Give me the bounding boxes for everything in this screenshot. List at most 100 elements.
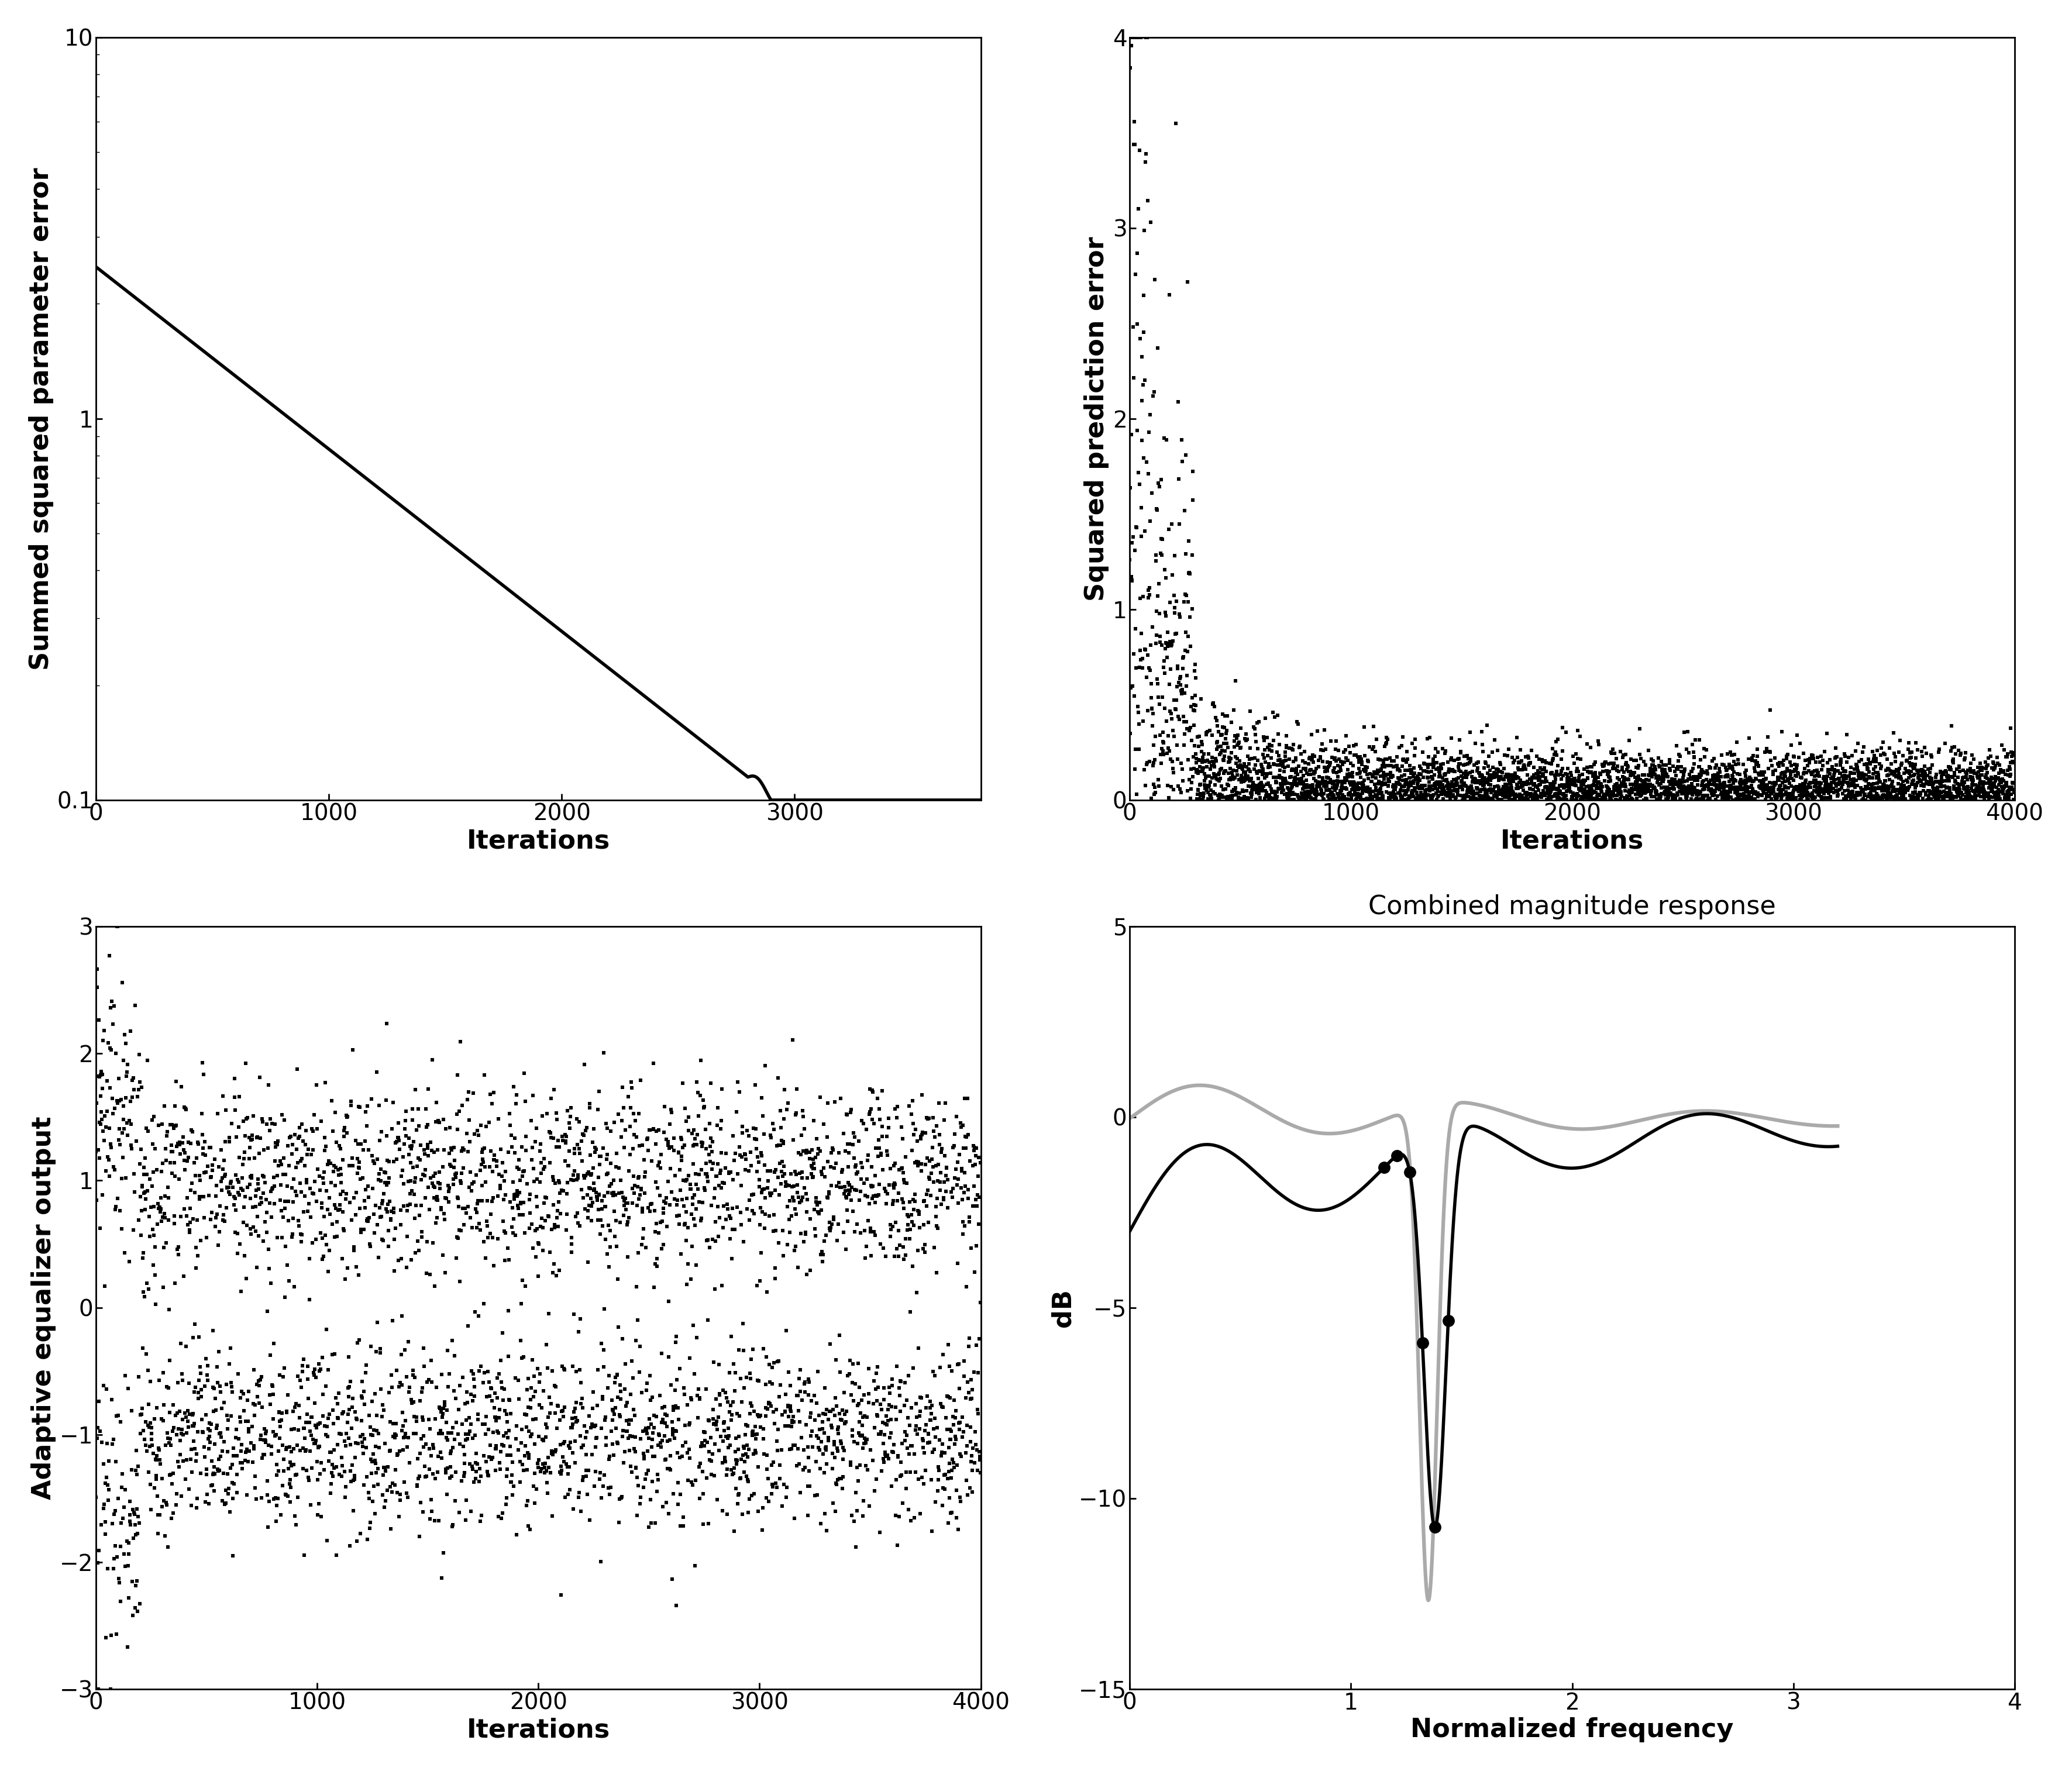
Point (195, 1472, 228, 1500)
Point (802, 1433, 835, 1461)
Point (147, 1358, 180, 1387)
Point (717, 1350, 750, 1378)
Point (1349, 785, 1382, 813)
Point (845, 1403, 879, 1431)
Point (1823, 767, 1857, 795)
Point (1674, 770, 1707, 799)
Point (1370, 762, 1403, 790)
Point (305, 1107, 338, 1135)
Point (472, 1153, 506, 1181)
Point (1900, 783, 1933, 811)
Point (704, 1390, 738, 1419)
Point (1736, 777, 1769, 806)
Point (340, 1404, 373, 1433)
Point (1307, 715, 1341, 744)
Point (787, 1137, 821, 1165)
Point (1881, 762, 1915, 790)
Point (1341, 783, 1374, 811)
Point (765, 1126, 798, 1155)
Point (586, 1133, 620, 1162)
Point (1544, 779, 1577, 808)
Point (1970, 783, 2004, 811)
Point (1720, 776, 1753, 804)
Point (1162, 776, 1196, 804)
Point (1660, 762, 1693, 790)
Point (1865, 740, 1898, 769)
Point (1917, 781, 1950, 809)
Point (1850, 767, 1883, 795)
Point (1467, 762, 1500, 790)
Point (1668, 776, 1701, 804)
Point (327, 1427, 361, 1456)
Point (1840, 781, 1873, 809)
Point (1672, 739, 1705, 767)
Point (336, 1394, 369, 1422)
Point (1249, 783, 1283, 811)
Point (841, 1350, 874, 1378)
Point (823, 1465, 856, 1493)
Point (253, 1390, 286, 1419)
Point (876, 1171, 910, 1199)
Point (752, 1390, 785, 1419)
Point (1813, 776, 1846, 804)
Point (1622, 762, 1656, 790)
Point (373, 1187, 406, 1215)
Point (209, 1128, 242, 1156)
Point (725, 1142, 758, 1171)
Point (288, 1541, 321, 1569)
Point (1857, 747, 1890, 776)
Point (823, 1172, 856, 1201)
Point (1801, 772, 1834, 800)
Point (725, 1465, 758, 1493)
Point (1544, 760, 1577, 788)
Point (508, 1156, 541, 1185)
Point (1142, 765, 1175, 793)
Point (104, 1114, 137, 1142)
Point (903, 1123, 937, 1151)
Point (311, 1149, 344, 1178)
Point (102, 1089, 135, 1118)
Point (1883, 774, 1917, 802)
Point (1929, 779, 1962, 808)
Point (1728, 765, 1761, 793)
Point (1291, 779, 1324, 808)
Point (147, 1199, 180, 1227)
Point (750, 1342, 783, 1371)
Point (659, 1328, 692, 1357)
Point (157, 1203, 191, 1231)
Point (481, 1153, 514, 1181)
Point (1606, 763, 1639, 792)
Point (860, 1353, 893, 1381)
Point (369, 1158, 402, 1187)
Point (1496, 781, 1529, 809)
Point (1552, 770, 1585, 799)
Point (1463, 781, 1496, 809)
Point (910, 1192, 943, 1220)
Point (300, 1500, 334, 1528)
Point (1598, 776, 1631, 804)
Point (945, 1114, 978, 1142)
Point (1575, 776, 1608, 804)
Point (162, 1447, 195, 1475)
Point (1658, 774, 1691, 802)
Point (547, 1403, 580, 1431)
Point (1434, 770, 1467, 799)
Point (744, 1401, 777, 1429)
Point (1347, 756, 1380, 785)
Point (1428, 739, 1461, 767)
Point (1436, 754, 1469, 783)
Point (284, 1373, 317, 1401)
Point (908, 1187, 941, 1215)
Point (491, 1139, 524, 1167)
Point (707, 1213, 740, 1241)
Point (477, 1252, 510, 1280)
Point (893, 1226, 926, 1254)
Point (1301, 769, 1334, 797)
Point (541, 1211, 574, 1240)
Point (603, 1371, 636, 1399)
Point (777, 1126, 810, 1155)
Point (1852, 783, 1886, 811)
Point (1842, 730, 1875, 758)
Point (470, 1206, 503, 1234)
Point (232, 1406, 265, 1435)
